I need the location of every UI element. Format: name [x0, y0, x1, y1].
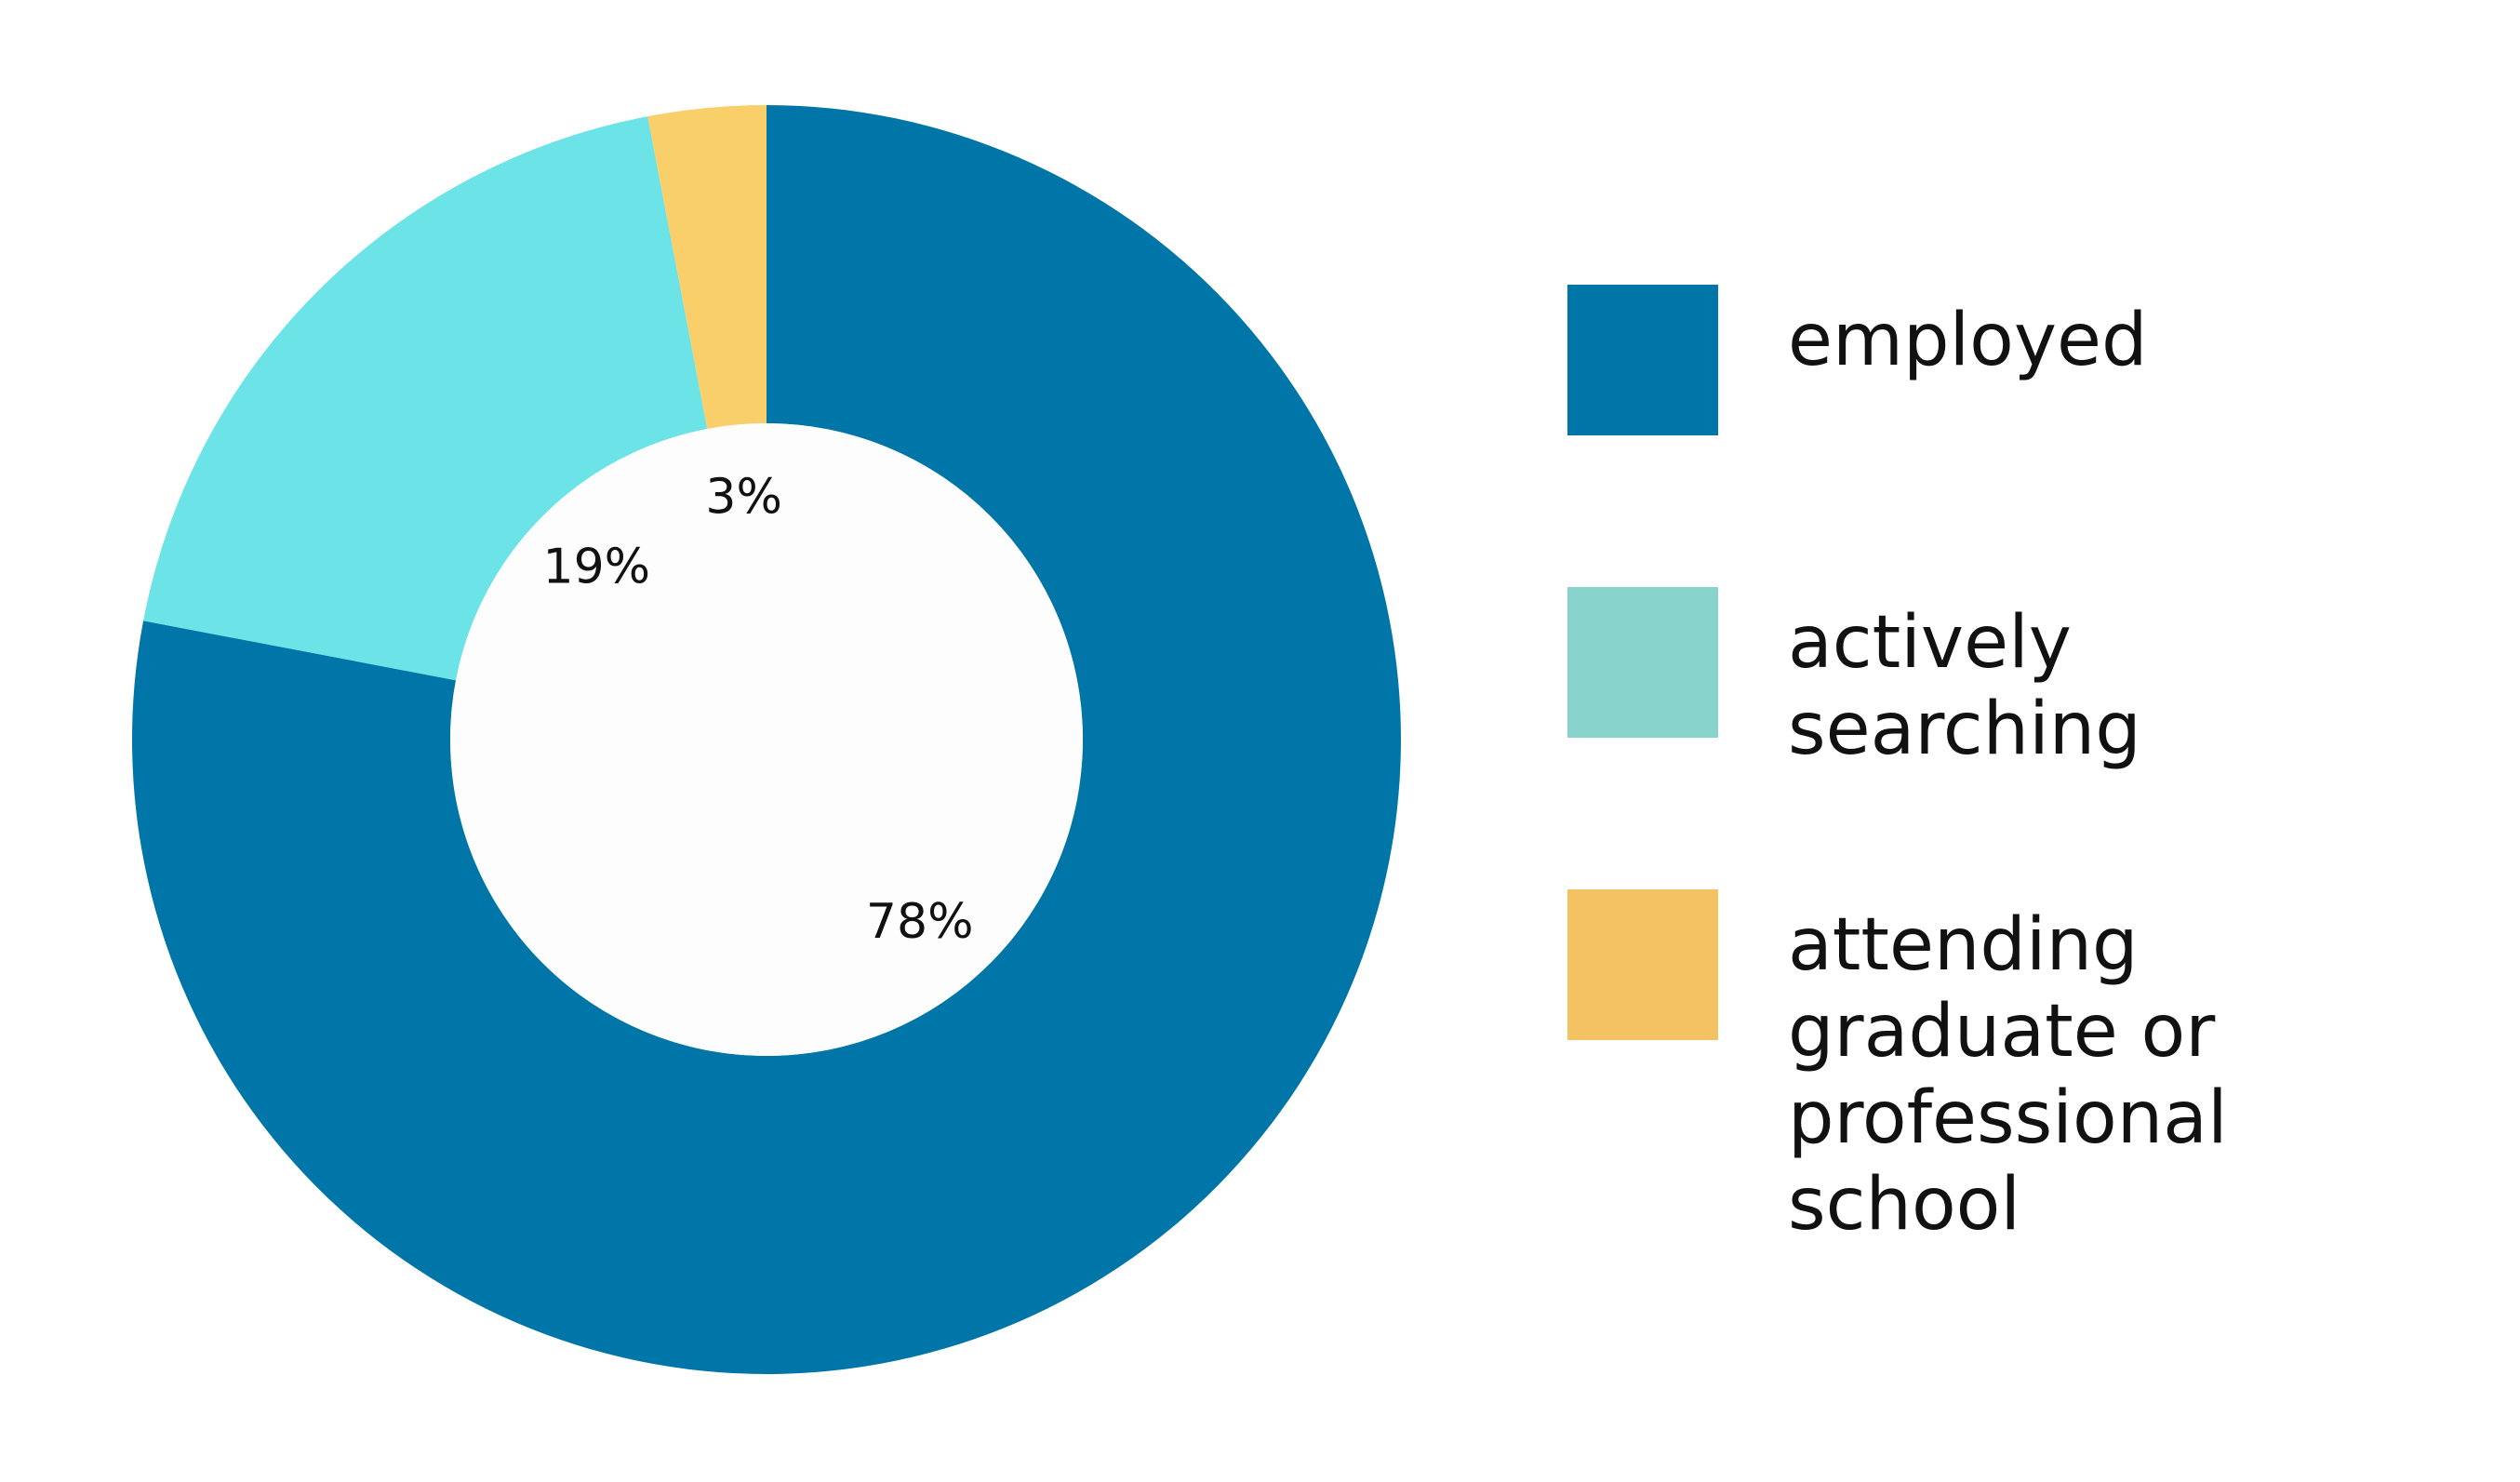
- legend-item: employed: [1567, 285, 2498, 435]
- legend-swatch: [1567, 587, 1718, 738]
- legend-label: attending graduate or professional schoo…: [1788, 903, 2228, 1247]
- value-label: 19%: [542, 539, 650, 594]
- donut-slice: [143, 116, 708, 681]
- donut-slice: [131, 105, 1402, 1374]
- donut-hole: [450, 423, 1083, 1056]
- legend-label: actively searching: [1788, 601, 2141, 771]
- donut-slice: [647, 105, 767, 430]
- legend-item: attending graduate or professional schoo…: [1567, 889, 2498, 1247]
- value-label: 3%: [705, 470, 782, 526]
- legend-swatch: [1567, 889, 1718, 1040]
- value-label: 78%: [866, 894, 974, 950]
- legend-item: actively searching: [1567, 587, 2498, 771]
- legend-label: employed: [1788, 299, 2148, 382]
- legend-swatch: [1567, 285, 1718, 435]
